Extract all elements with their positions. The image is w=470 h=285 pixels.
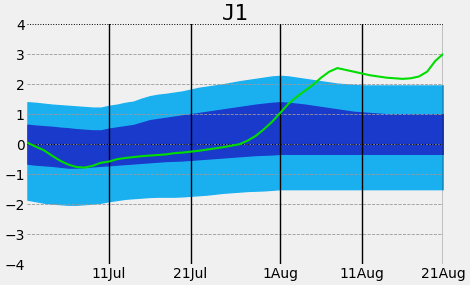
Title: J1: J1 xyxy=(222,4,249,24)
